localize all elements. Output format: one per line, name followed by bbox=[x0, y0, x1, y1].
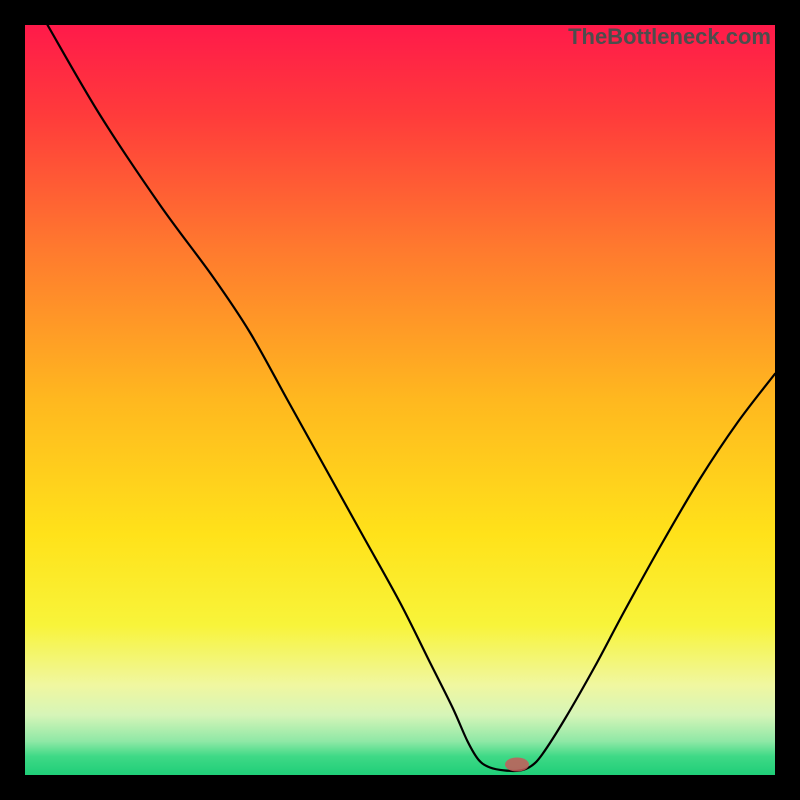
gradient-background bbox=[25, 25, 775, 775]
watermark-text: TheBottleneck.com bbox=[568, 24, 771, 49]
optimal-marker bbox=[517, 765, 531, 774]
plot-svg bbox=[25, 25, 775, 775]
plot-area bbox=[25, 25, 775, 775]
watermark-link[interactable]: TheBottleneck.com bbox=[568, 24, 771, 50]
